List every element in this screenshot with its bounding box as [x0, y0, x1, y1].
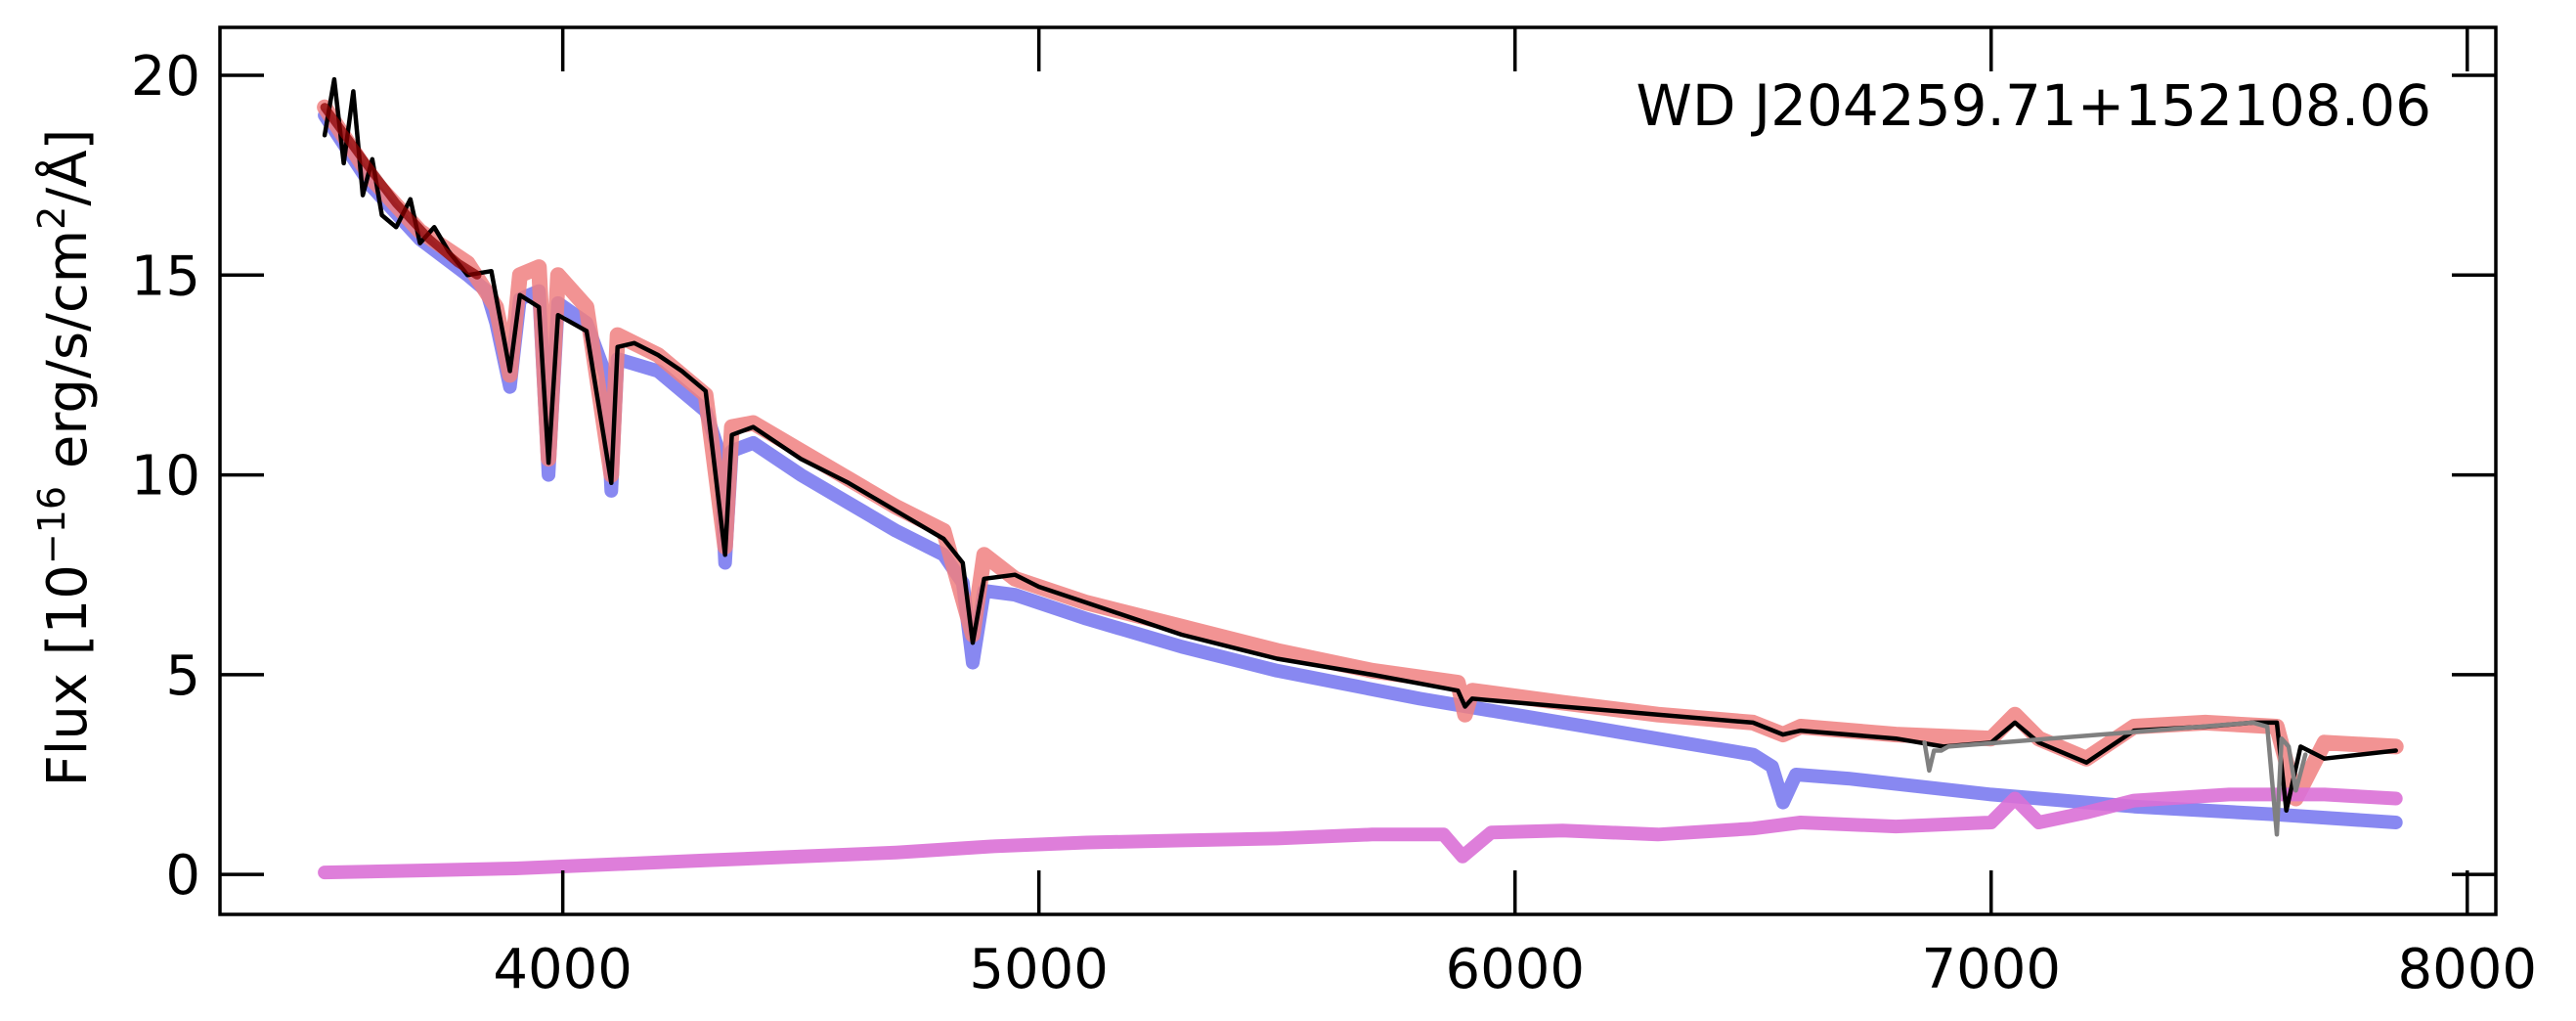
series-layer — [317, 76, 2404, 880]
y-tick-label: 15 — [131, 244, 200, 308]
x-tick-label: 7000 — [1921, 938, 2061, 1001]
axes-layer: 4000 5000 6000 7000 8000 0 5 10 15 20 — [131, 25, 2538, 1001]
series-line-observed — [322, 76, 2398, 814]
series-line-white-dwarf-model — [318, 108, 2403, 829]
y-tick-label: 10 — [131, 445, 200, 509]
x-tick-label: 5000 — [969, 938, 1109, 1001]
y-tick-label: 5 — [165, 644, 200, 708]
y-axis-label-prefix: Flux [10 — [36, 564, 100, 786]
y-axis-label-exponent2: 2 — [30, 206, 73, 230]
plot-frame — [218, 25, 2498, 916]
series-line-companion-model — [318, 787, 2403, 880]
y-axis-label-suffix: /Å] — [35, 129, 100, 206]
x-tick-label: 4000 — [493, 938, 633, 1001]
series-line-combined-model — [317, 99, 2404, 807]
series-line-observed-telluric — [1922, 720, 2308, 837]
series-line-fit-overlay — [320, 103, 482, 280]
y-axis-label-units: erg/s/cm — [36, 230, 100, 486]
y-tick-label: 0 — [165, 844, 200, 908]
y-axis-label: Flux [10−16 erg/s/cm2/Å] — [30, 129, 100, 787]
x-tick-label: 6000 — [1445, 938, 1585, 1001]
x-tick-label: 8000 — [2398, 938, 2538, 1001]
target-name-annotation: WD J204259.71+152108.06 — [1637, 72, 2431, 139]
y-axis-label-exponent: −16 — [30, 486, 73, 564]
y-tick-label: 20 — [131, 45, 200, 109]
